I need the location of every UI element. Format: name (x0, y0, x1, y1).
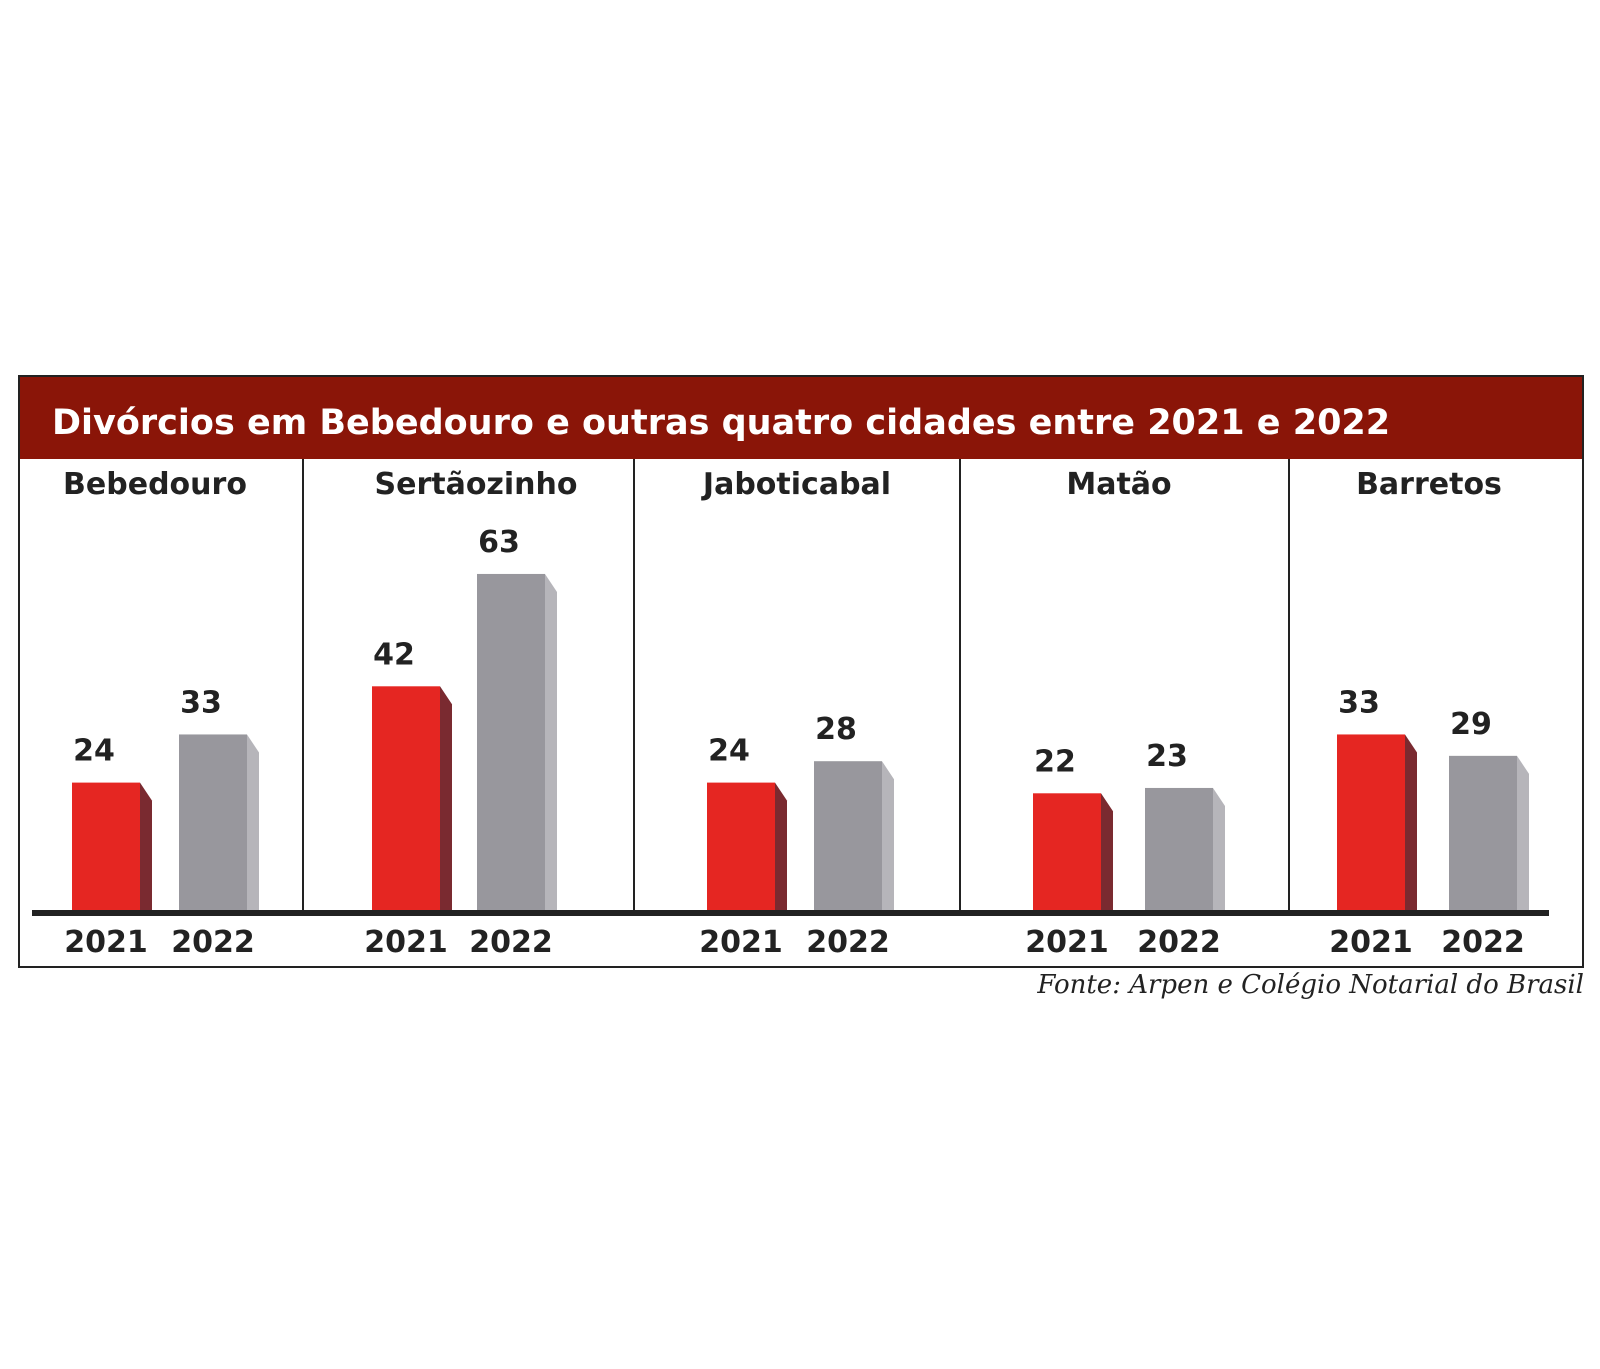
value-label: 24 (73, 734, 115, 769)
value-label: 24 (708, 734, 750, 769)
year-tick-label: 2021 (64, 925, 148, 960)
year-tick-label: 2022 (1441, 925, 1525, 960)
bar-2022-side (545, 573, 557, 911)
bar-2022 (1449, 755, 1517, 911)
bars-layer (72, 573, 1529, 911)
bar-2021-side (440, 686, 452, 911)
bar-2022-side (1517, 755, 1529, 911)
year-tick-label: 2022 (171, 925, 255, 960)
bar-2021-side (775, 782, 787, 911)
city-label: Jaboticabal (701, 467, 891, 502)
year-tick-label: 2022 (1137, 925, 1221, 960)
bar-2022 (477, 573, 545, 911)
value-label: 23 (1146, 739, 1188, 774)
value-label: 63 (478, 525, 520, 560)
bar-2021-side (1101, 793, 1113, 911)
city-label: Sertãozinho (374, 467, 577, 502)
value-label: 28 (815, 712, 857, 747)
chart-title: Divórcios em Bebedouro e outras quatro c… (52, 403, 1390, 443)
value-label: 33 (180, 685, 222, 720)
labels-layer: Bebedouro 24 2021 33 2022 Sertãozinho 42 2021 63… (63, 467, 1525, 960)
value-label: 22 (1034, 744, 1076, 779)
year-tick-label: 2021 (1025, 925, 1109, 960)
bar-2021-side (140, 782, 152, 911)
title-bar (20, 377, 1582, 459)
year-tick-label: 2021 (364, 925, 448, 960)
year-tick-label: 2021 (1329, 925, 1413, 960)
source-note: Fonte: Arpen e Colégio Notarial do Brasi… (1036, 970, 1584, 1000)
value-label: 29 (1450, 707, 1492, 742)
bar-2021 (707, 782, 775, 911)
city-label: Barretos (1356, 467, 1502, 502)
bar-2022-side (247, 734, 259, 911)
bar-2021 (372, 686, 440, 911)
bar-2021 (72, 782, 140, 911)
city-label: Bebedouro (63, 467, 247, 502)
year-tick-label: 2021 (699, 925, 783, 960)
year-tick-label: 2022 (806, 925, 890, 960)
bar-2022-side (1213, 787, 1225, 911)
bar-2022 (1145, 787, 1213, 911)
value-label: 42 (373, 637, 415, 672)
bar-2021 (1337, 734, 1405, 911)
city-label: Matão (1066, 467, 1171, 502)
bar-2021-side (1405, 734, 1417, 911)
value-label: 33 (1338, 685, 1380, 720)
bar-2022-side (882, 761, 894, 911)
bar-2022 (814, 761, 882, 911)
bar-2022 (179, 734, 247, 911)
bar-2021 (1033, 793, 1101, 911)
chart-frame (18, 375, 1584, 968)
year-tick-label: 2022 (469, 925, 553, 960)
